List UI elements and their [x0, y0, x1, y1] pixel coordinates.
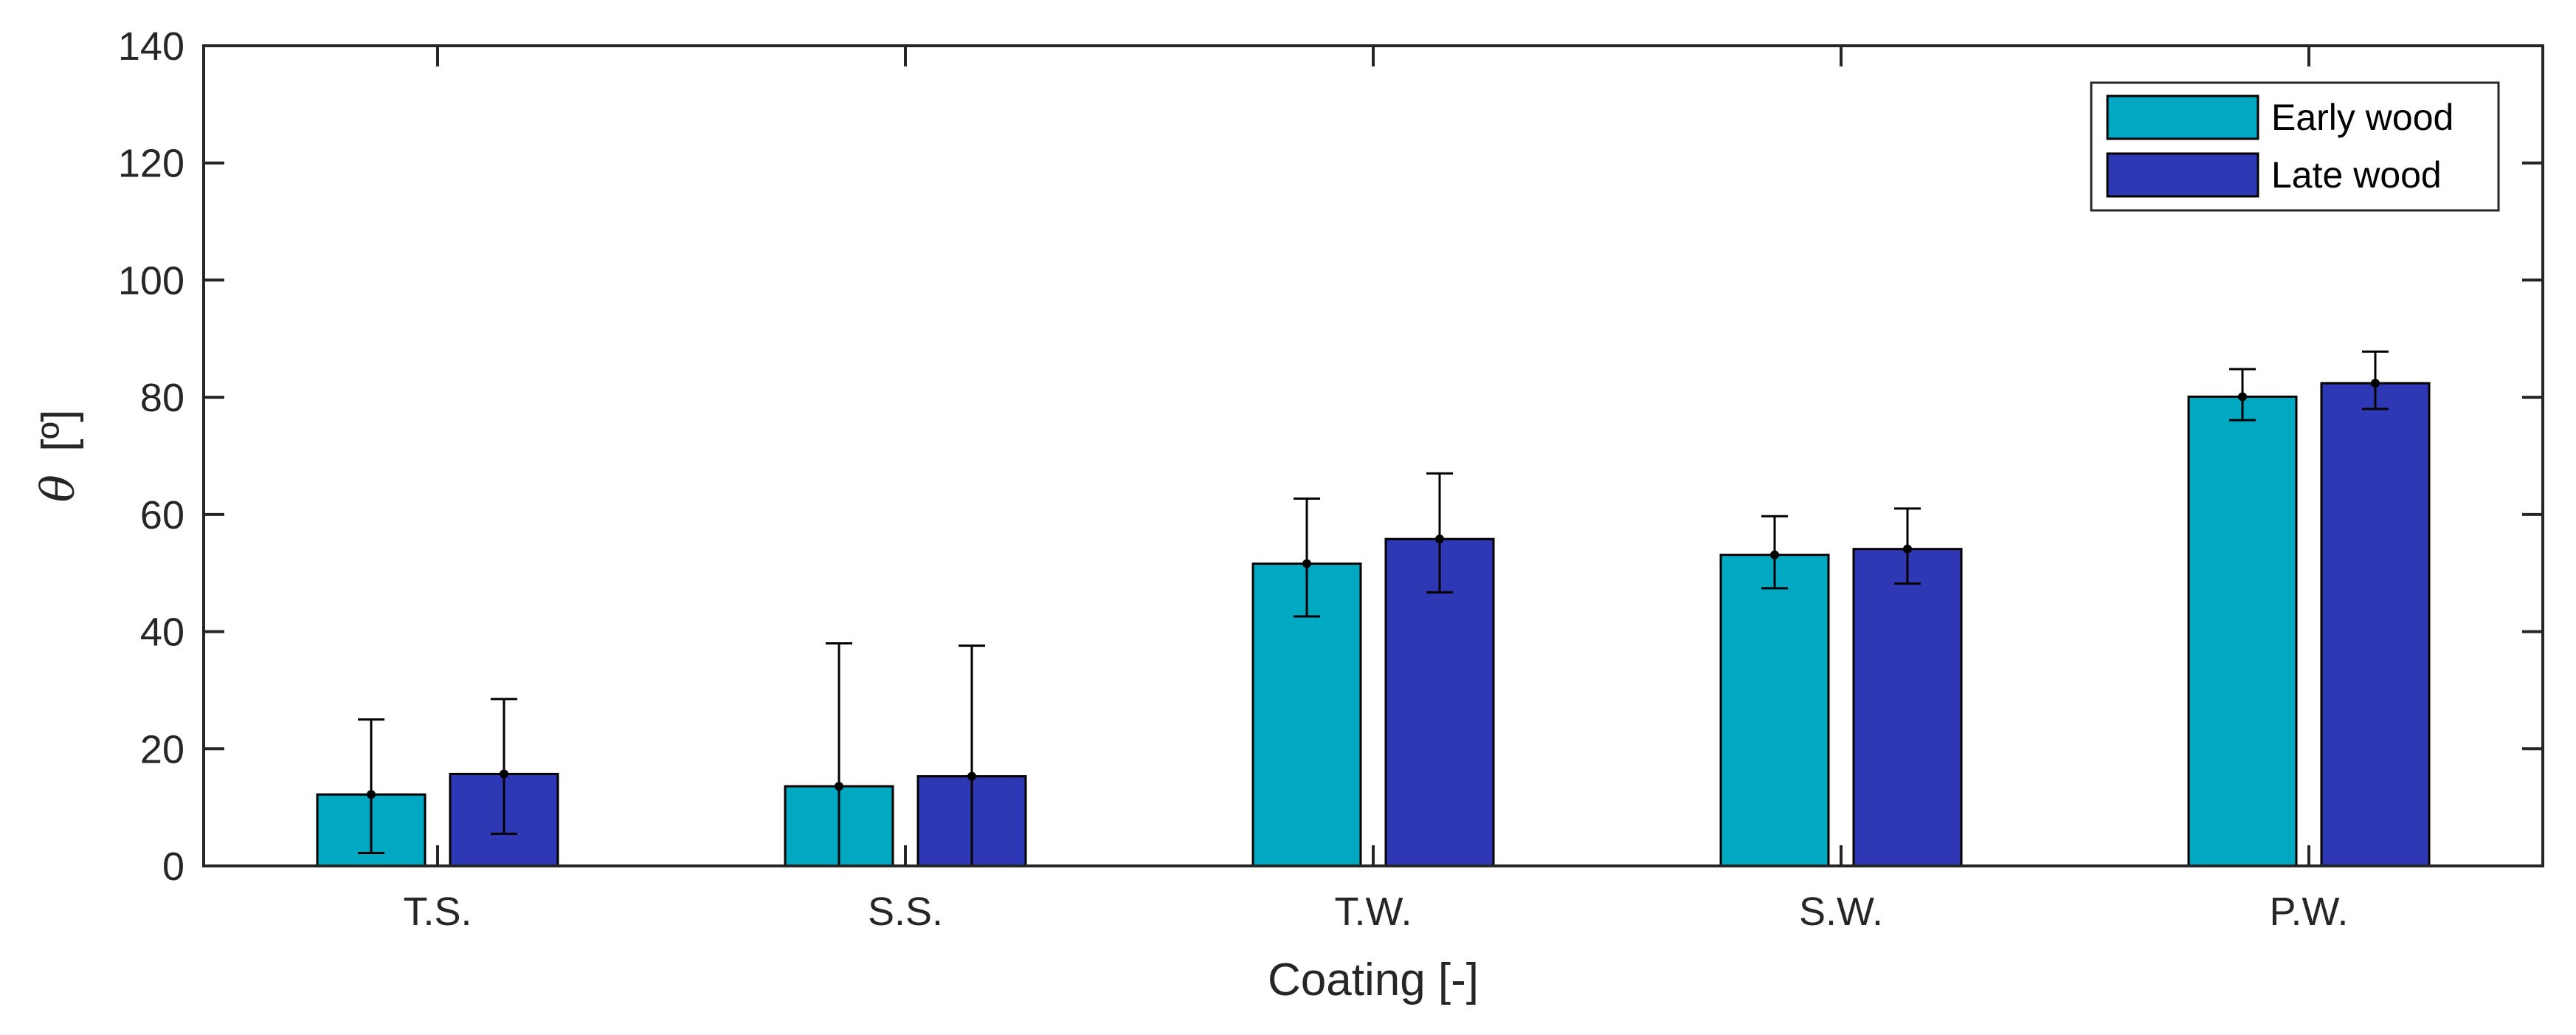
mean-marker — [1302, 559, 1311, 568]
mean-marker — [2238, 392, 2247, 402]
bar-late-3 — [1852, 548, 1963, 867]
plot-area — [316, 350, 2431, 867]
axes: 0 20 40 60 80 100 120 140 T.S. S.S. T.W. S.W. P.W. — [118, 24, 2543, 934]
y-tick-label: 0 — [162, 845, 184, 889]
legend-label-late: Late wood — [2271, 154, 2442, 196]
mean-marker — [967, 771, 976, 781]
bar-early-2 — [1251, 563, 1362, 867]
mean-marker — [2371, 379, 2380, 388]
y-tick-label: 80 — [140, 376, 184, 420]
y-tick-label: 140 — [118, 24, 184, 69]
bar-early-3 — [1719, 554, 1830, 867]
x-axis-title: Coating [-] — [1268, 955, 1479, 1005]
x-tick-label: T.S. — [403, 890, 472, 934]
mean-marker — [835, 782, 843, 791]
mean-marker — [1435, 534, 1444, 544]
bar-late-4 — [2320, 382, 2431, 867]
y-tick-label: 20 — [140, 727, 184, 771]
y-tick-label: 100 — [118, 258, 184, 303]
x-tick-label: S.W. — [1799, 890, 1883, 934]
y-tick-label: 60 — [140, 493, 184, 537]
legend-label-early: Early wood — [2271, 97, 2454, 138]
x-tick-label: S.S. — [868, 890, 943, 934]
legend: Early wood Late wood — [2090, 81, 2500, 212]
legend-swatch-early — [2106, 94, 2259, 140]
x-tick-label: T.W. — [1335, 890, 1412, 934]
y-axis-symbol: θ — [31, 475, 85, 502]
mean-marker — [367, 790, 376, 800]
mean-marker — [1903, 544, 1912, 554]
x-tick-label: P.W. — [2269, 890, 2348, 934]
y-tick-label: 120 — [118, 142, 184, 186]
mean-marker — [1770, 550, 1779, 560]
bar-early-4 — [2187, 395, 2298, 867]
legend-swatch-late — [2106, 152, 2259, 198]
y-axis-title: θ [º] — [31, 410, 85, 503]
y-axis-unit: [º] — [33, 410, 84, 452]
mean-marker — [500, 769, 508, 779]
y-tick-label: 40 — [140, 611, 184, 655]
